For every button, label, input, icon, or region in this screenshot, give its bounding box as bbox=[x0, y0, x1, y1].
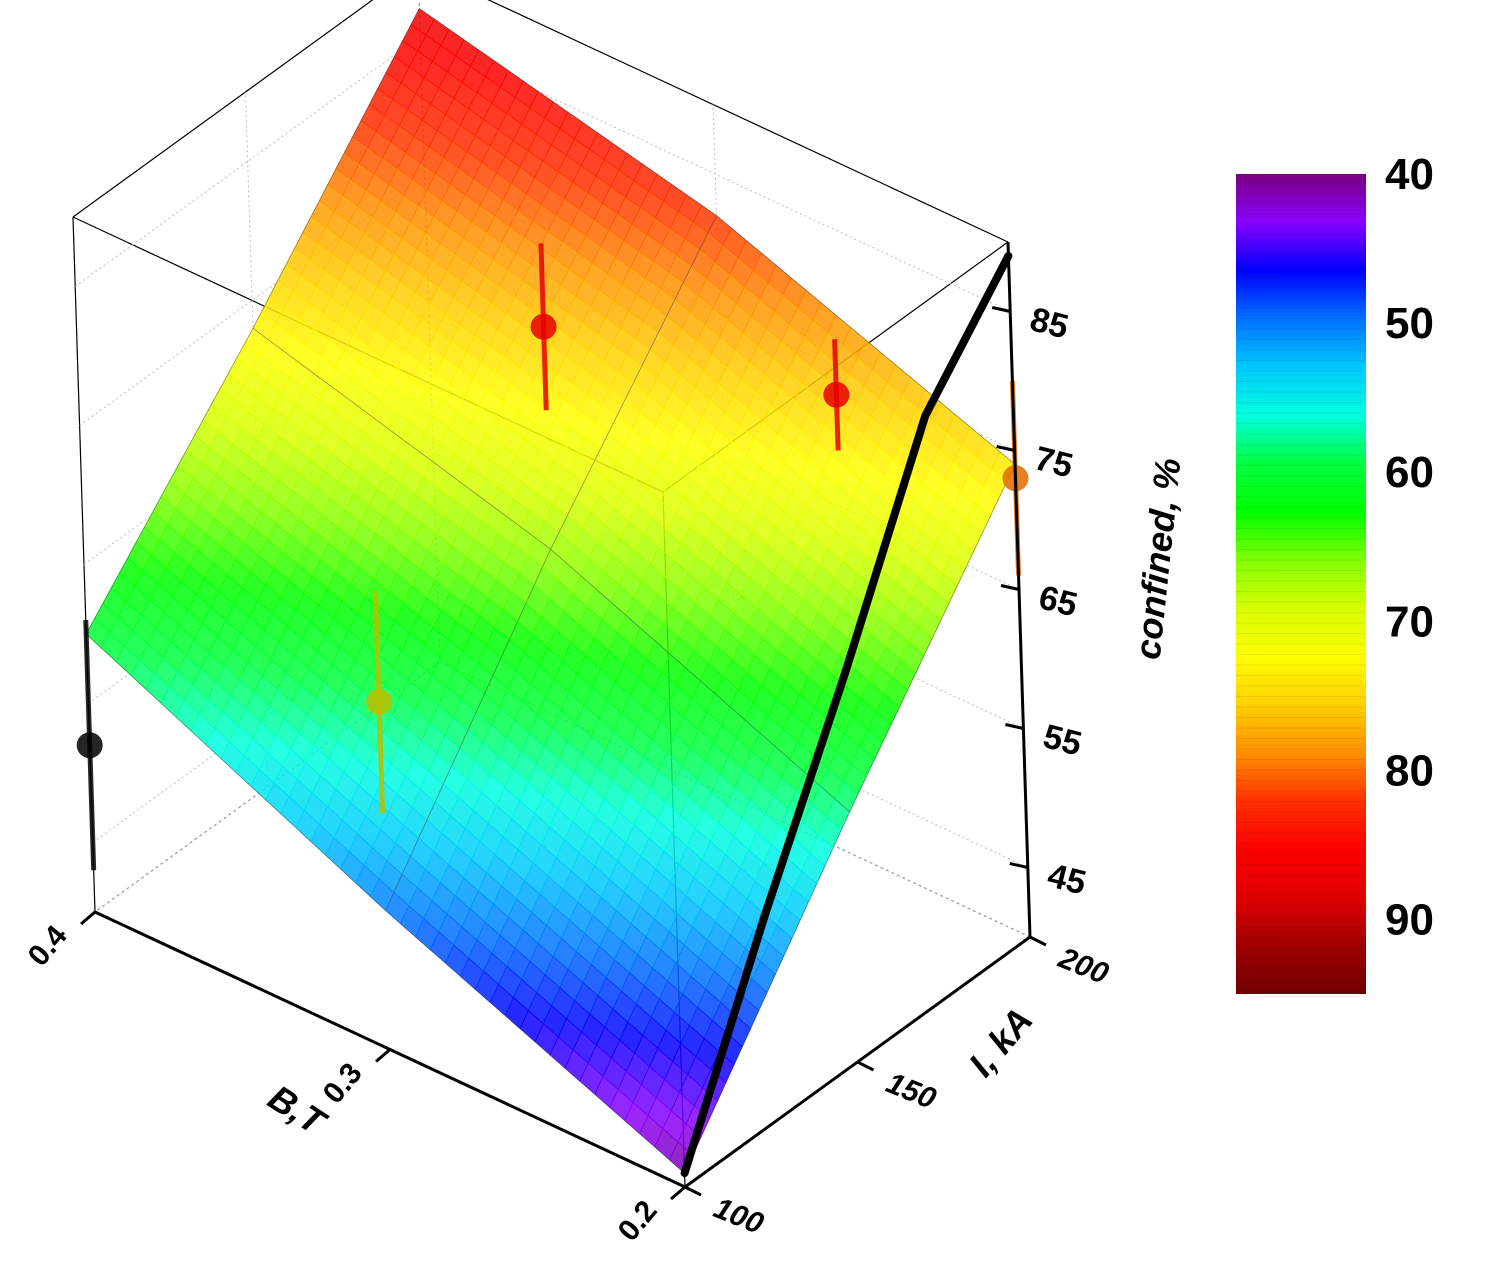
z-axis-tick-label: 55 bbox=[1039, 717, 1085, 763]
data-point bbox=[366, 689, 392, 715]
mesh-line-i bbox=[419, 8, 1016, 465]
mesh-line-i bbox=[85, 633, 685, 1174]
data-point bbox=[530, 313, 557, 340]
mesh-line-i bbox=[252, 327, 850, 813]
z-axis-tick bbox=[1000, 584, 1020, 591]
i-axis-tick-label: 200 bbox=[1053, 941, 1113, 991]
b-axis-tick-label: 0.2 bbox=[612, 1194, 664, 1247]
colorbar-tick-label: 50 bbox=[1385, 299, 1434, 348]
z-axis-tick-label: 45 bbox=[1044, 856, 1090, 902]
z-axis-tick-label: 85 bbox=[1026, 300, 1072, 346]
data-point bbox=[76, 732, 103, 759]
i-axis-title: I, kA bbox=[960, 1000, 1040, 1085]
z-axis-title: confined, % bbox=[1127, 456, 1189, 661]
curve-group bbox=[680, 251, 1013, 1178]
box-hidden-edge bbox=[94, 661, 441, 913]
z-axis-tick-label: 75 bbox=[1031, 439, 1077, 485]
b-axis-tick bbox=[375, 1048, 391, 1063]
i-axis-tick-label: 150 bbox=[882, 1067, 941, 1116]
z-axis-tick bbox=[1005, 723, 1024, 730]
colorbar-tick-label: 40 bbox=[1385, 150, 1434, 199]
data-point bbox=[823, 381, 850, 408]
z-axis-tick bbox=[1009, 862, 1029, 869]
colorbar-tick-label: 60 bbox=[1385, 448, 1434, 497]
b-axis-tick-label: 0.4 bbox=[22, 919, 74, 972]
i-axis-tick bbox=[856, 1060, 875, 1072]
colorbar-tick-label: 90 bbox=[1385, 896, 1434, 945]
colorbar-tick-label: 80 bbox=[1385, 746, 1434, 795]
i-axis-tick bbox=[1029, 935, 1047, 947]
colorbar: 40 50 60 70 80 90 bbox=[1236, 150, 1434, 994]
z-axis-tick bbox=[996, 445, 1015, 452]
i-axis-tick-label: 100 bbox=[709, 1192, 768, 1241]
b-axis-tick bbox=[80, 910, 96, 926]
z-axis-tick bbox=[991, 306, 1011, 313]
surface-mesh bbox=[85, 8, 1016, 1174]
colorbar-tick-label: 70 bbox=[1385, 597, 1434, 646]
curve-line bbox=[680, 251, 1013, 1178]
b-axis-tick bbox=[670, 1185, 686, 1201]
colorbar-rect bbox=[1236, 174, 1366, 994]
i-axis-tick bbox=[684, 1185, 702, 1197]
z-axis-tick-label: 65 bbox=[1035, 578, 1081, 624]
